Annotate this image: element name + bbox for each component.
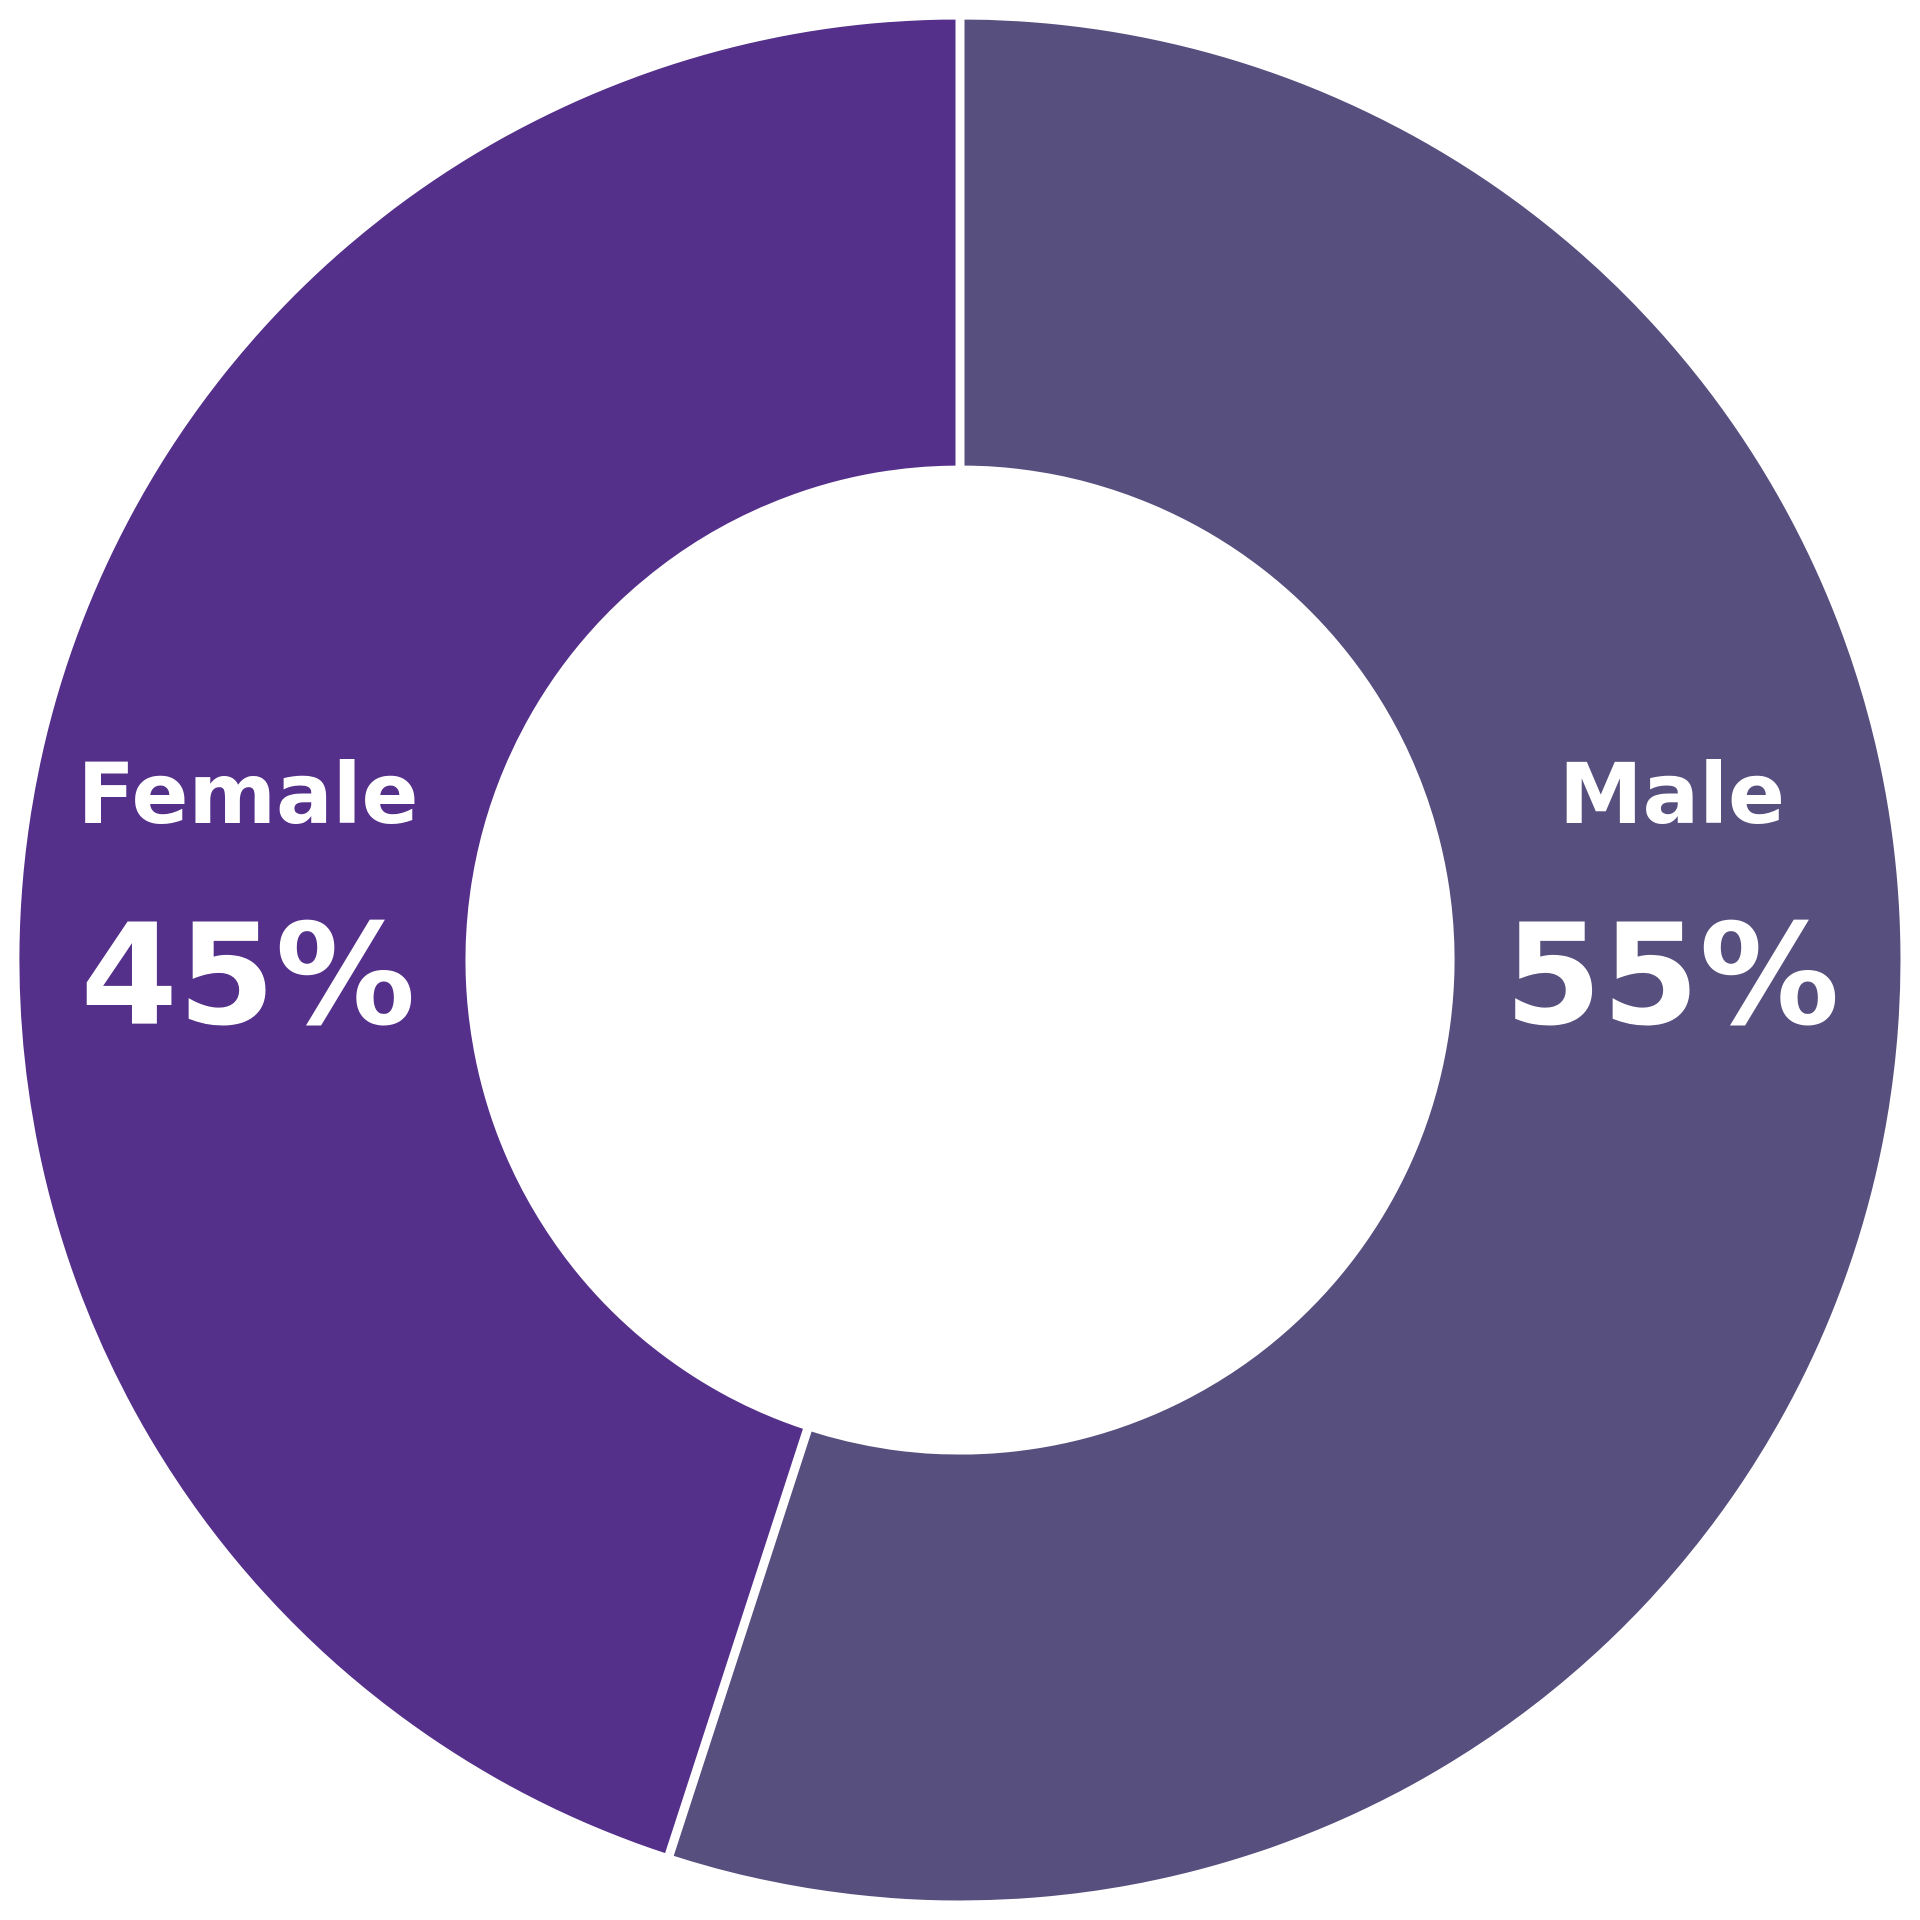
value-label: 55% — [1504, 895, 1839, 1058]
donut-segment — [662, 10, 1910, 1910]
donut-segment — [10, 10, 965, 1865]
segment-label: Male — [1559, 745, 1785, 843]
value-label: 45% — [80, 895, 415, 1058]
segment-label: Female — [78, 745, 419, 843]
